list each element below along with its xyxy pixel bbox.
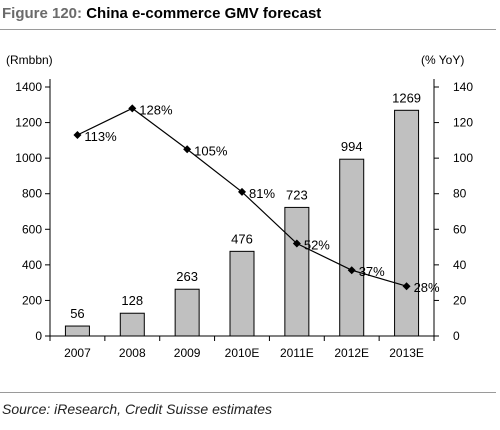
- yoy-point-2008: [128, 104, 137, 113]
- right-axis-tick-label: 100: [453, 151, 473, 165]
- bar-value-label: 476: [231, 231, 253, 246]
- left-axis-tick-label: 1400: [15, 80, 42, 94]
- bar-value-label: 723: [286, 187, 308, 202]
- right-axis-tick-label: 40: [453, 258, 467, 272]
- yoy-point-2007: [73, 131, 82, 140]
- right-axis-tick-label: 0: [453, 329, 460, 343]
- bar-2010E: [229, 250, 255, 337]
- x-axis-tick-label: 2008: [119, 346, 146, 360]
- yoy-point-2011E: [292, 239, 301, 248]
- right-axis-tick-label: 140: [453, 80, 473, 94]
- x-axis-tick-label: 2011E: [280, 346, 314, 360]
- left-axis-tick-label: 200: [22, 293, 42, 307]
- plot-area: 0 200 400 600 800 1000 1200 1400 0 20 40 60 80 100 120…: [15, 79, 473, 360]
- bar-value-label: 994: [341, 139, 363, 154]
- yoy-value-label: 128%: [139, 102, 173, 117]
- yoy-point-2013E: [402, 282, 411, 291]
- source-divider: [0, 392, 496, 393]
- bar-2011E: [284, 206, 310, 337]
- x-axis-tick-label: 2009: [174, 346, 201, 360]
- right-axis-tick-label: 60: [453, 222, 467, 236]
- left-axis-tick-label: 400: [22, 258, 42, 272]
- right-axis-tick-label: 120: [453, 116, 473, 130]
- left-axis-tick-label: 1000: [15, 151, 42, 165]
- title-divider: [0, 29, 496, 30]
- left-axis-tick-label: 0: [35, 329, 42, 343]
- figure-label: Figure 120:: [2, 5, 83, 22]
- yoy-value-label: 52%: [304, 238, 330, 253]
- bar-2013E: [394, 109, 420, 337]
- yoy-value-label: 113%: [84, 129, 117, 144]
- yoy-value-label: 81%: [249, 186, 275, 201]
- bar-2008: [119, 312, 145, 337]
- bar-value-label: 1269: [392, 90, 421, 105]
- left-axis-tick-label: 600: [22, 222, 42, 236]
- figure-name: China e-commerce GMV forecast: [86, 5, 322, 22]
- yoy-point-2010E: [238, 187, 246, 196]
- yoy-value-label: 105%: [194, 143, 228, 158]
- bar-2009: [174, 288, 200, 337]
- x-axis-tick-label: 2013E: [389, 346, 424, 360]
- yoy-point-2012E: [347, 266, 356, 275]
- yoy-point-2009: [183, 145, 192, 154]
- left-axis-tick-label: 1200: [15, 116, 42, 130]
- yoy-value-label: 28%: [414, 280, 440, 295]
- right-axis-tick-label: 20: [453, 293, 467, 307]
- source-note: Source: iResearch, Credit Suisse estimat…: [2, 401, 272, 417]
- left-axis-unit: (Rmbbn): [6, 53, 53, 67]
- right-axis-tick-label: 80: [453, 187, 467, 201]
- bar-value-label: 128: [121, 293, 143, 308]
- bar-2012E: [339, 158, 365, 337]
- bar-value-label: 56: [70, 306, 84, 321]
- figure-title: Figure 120: China e-commerce GMV forecas…: [2, 5, 321, 22]
- x-axis-tick-label: 2007: [64, 346, 91, 360]
- yoy-value-label: 37%: [359, 264, 385, 279]
- right-axis-unit: (% YoY): [421, 53, 464, 67]
- bar-value-label: 263: [176, 269, 198, 284]
- bar-2007: [64, 325, 90, 337]
- x-axis-tick-label: 2012E: [334, 346, 369, 360]
- x-axis-tick-label: 2010E: [225, 346, 260, 360]
- gmv-forecast-chart: (Rmbbn) (% YoY) 020040060080010001200140…: [6, 53, 473, 360]
- left-axis-tick-label: 800: [22, 187, 42, 201]
